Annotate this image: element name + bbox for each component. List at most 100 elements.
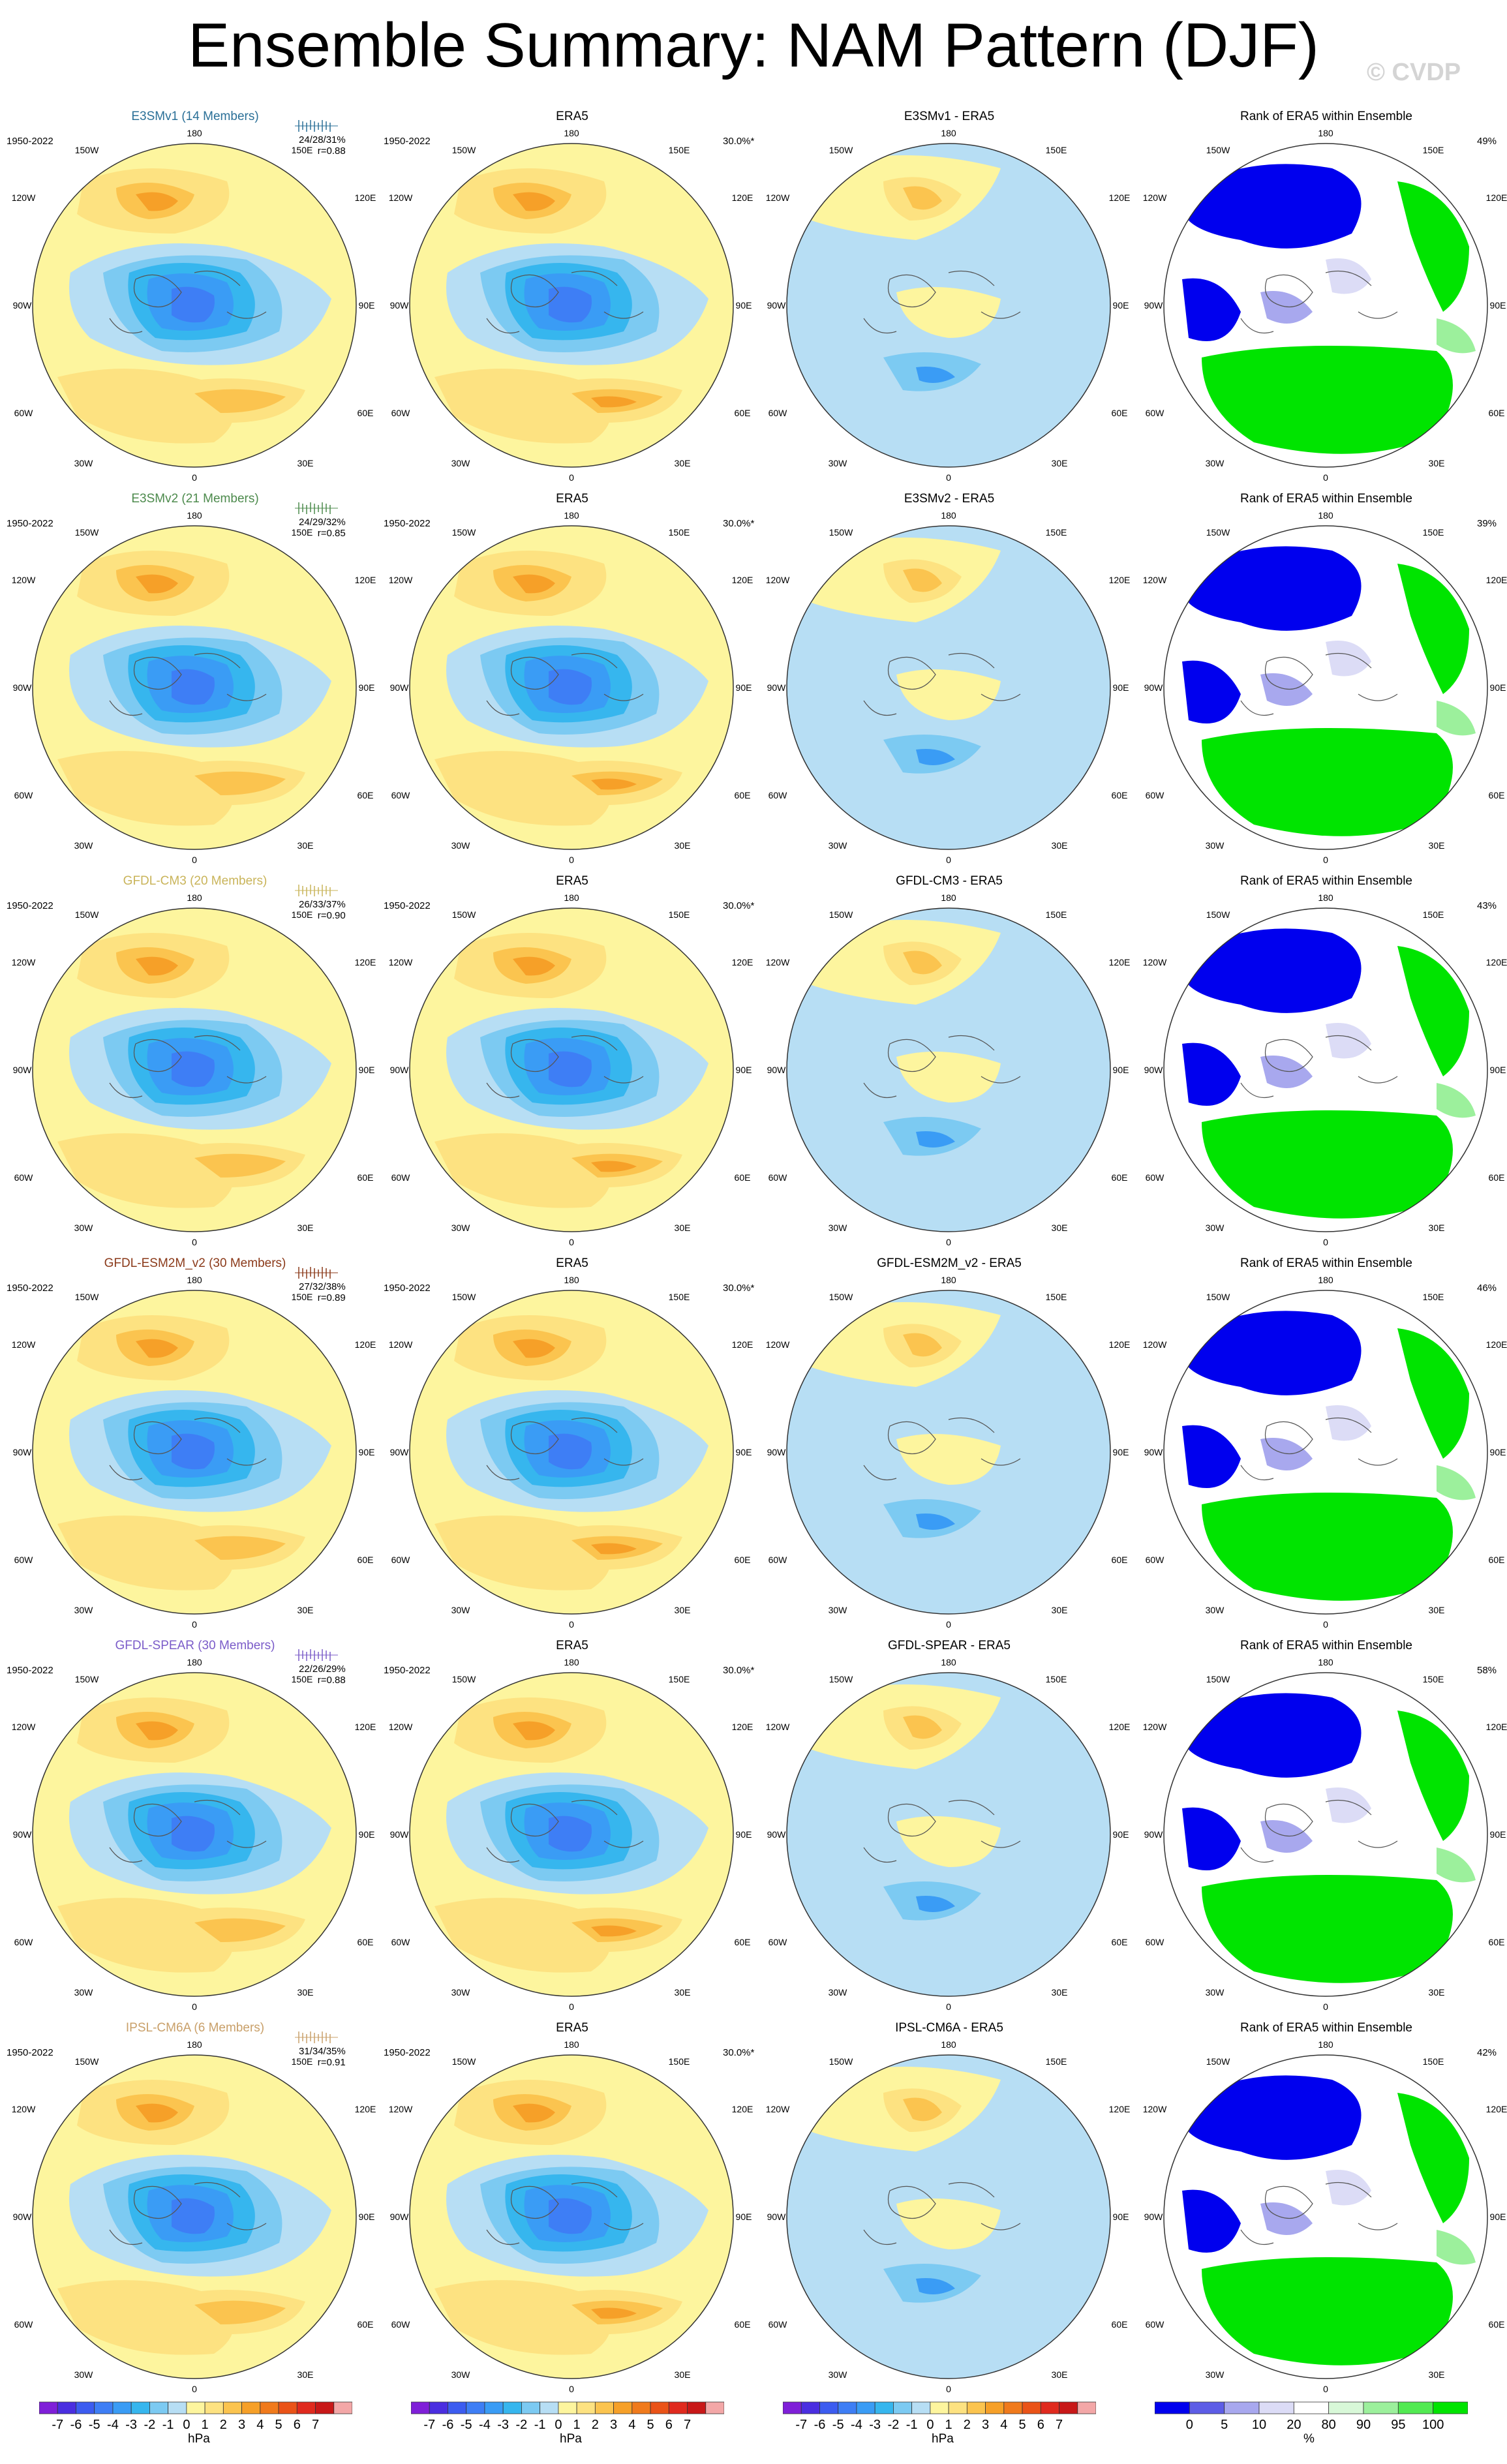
lon-label-ul: 120W [1142,575,1167,585]
member-spread-glyph [295,885,338,896]
lon-label-r: 90E [358,1065,375,1075]
colorbar-tick: -5 [460,2418,472,2432]
obs-polar-map [409,143,734,468]
pattern-corr: r=0.90 [317,910,346,921]
diff-title: E3SMv1 - ERA5 [904,110,995,123]
lon-label-bottom: 0 [569,2001,574,2012]
lon-label-tr: 150E [1422,909,1444,920]
colorbar-tick: 95 [1391,2418,1406,2432]
lon-label-r: 90E [1112,300,1129,311]
lon-label-tr: 150E [1422,145,1444,155]
lon-label-bl: 30W [74,1605,93,1615]
lon-label-bottom: 0 [1323,855,1328,865]
lon-label-r: 90E [735,2212,752,2222]
lon-label-r: 90E [1489,1829,1506,1840]
colorbar-swatch [783,2401,802,2414]
lon-label-tr: 150E [668,2056,690,2067]
lon-label-r: 90E [1489,1447,1506,1457]
stats-block: 27/32/38% r=0.89 [299,1281,346,1303]
lon-label-bl: 30W [451,2369,470,2380]
map-panel: ERA5 1950-2022 30.0%* 180 150W 150E 120W 120E 90… [384,2016,761,2398]
map-panel: E3SMv1 (14 Members) 1950-2022 24/28/31% r=0… [7,104,384,487]
lon-label-tl: 150W [74,145,99,155]
lon-label-ll: 60W [14,1172,33,1183]
lon-label-top: 180 [941,510,956,521]
lon-label-ll: 60W [14,2319,33,2330]
lon-label-bottom: 0 [946,1619,951,1630]
lon-label-br: 30E [674,840,691,851]
stats-pct: 26/33/37% [299,899,346,910]
lon-label-tr: 150E [668,145,690,155]
lon-label-top: 180 [187,2039,202,2050]
lon-label-tl: 150W [451,1292,476,1302]
model-polar-map [32,1290,357,1615]
colorbar-obs: -7 -6 -5 -4 -3 -2 -1 0 1 2 3 4 5 6 7 hPa [411,2401,724,2446]
colorbar-swatch [448,2401,467,2414]
colorbar-tick: 80 [1321,2418,1336,2432]
lon-label-tl: 150W [829,909,853,920]
lon-label-r: 90E [1112,1447,1129,1457]
colorbar-tick: 7 [1055,2418,1063,2432]
lon-label-tr: 150E [1422,2056,1444,2067]
lon-label-bottom: 0 [569,1619,574,1630]
colorbar-tick: -2 [144,2418,156,2432]
map-panel: E3SMv1 - ERA5 180 150W 150E 120W 120E 90W 90E 60… [761,104,1138,487]
member-spread-glyph [295,1267,338,1279]
lon-label-r: 90E [735,1065,752,1075]
colorbar-tick: 1 [201,2418,209,2432]
lon-label-br: 30E [297,840,314,851]
lon-label-bl: 30W [828,1605,847,1615]
colorbar-swatch [222,2401,242,2414]
colorbar-swatch [502,2401,522,2414]
colorbar-tick: -5 [832,2418,844,2432]
lon-label-br: 30E [297,1987,314,1998]
colorbar-swatch [260,2401,279,2414]
lon-label-l: 90W [12,682,32,693]
map-panel: GFDL-CM3 (20 Members) 1950-2022 26/33/37% r… [7,869,384,1251]
colorbar-swatch [112,2401,132,2414]
lon-label-lr: 60E [357,408,374,418]
colorbar-tick: 7 [311,2418,320,2432]
lon-label-l: 90W [767,682,786,693]
lon-label-tr: 150E [1045,1674,1067,1684]
lon-label-bl: 30W [451,1987,470,1998]
lon-label-lr: 60E [1111,1555,1128,1565]
lon-label-top: 180 [941,1657,956,1667]
lon-label-tl: 150W [451,1674,476,1684]
lon-label-tl: 150W [1206,909,1230,920]
lon-label-ur: 120E [1108,1339,1131,1350]
colorbar-swatch [1189,2401,1225,2414]
lon-label-lr: 60E [734,1172,751,1183]
map-panel: ERA5 1950-2022 30.0%* 180 150W 150E 120W 120E 90… [384,1251,761,1634]
lon-label-br: 30E [674,1223,691,1233]
lon-label-ll: 60W [768,2319,787,2330]
lon-label-br: 30E [1051,1605,1068,1615]
lon-label-lr: 60E [1488,408,1505,418]
lon-label-r: 90E [735,682,752,693]
colorbar-swatch [874,2401,894,2414]
lon-label-l: 90W [1144,682,1163,693]
lon-label-bottom: 0 [569,472,574,483]
map-panel: GFDL-ESM2M_v2 (30 Members) 1950-2022 27/32… [7,1251,384,1634]
colorbar-swatch [1363,2401,1399,2414]
colorbar-tick: 5 [275,2418,282,2432]
obs-polar-map [409,2054,734,2379]
lon-label-l: 90W [389,1065,409,1075]
lon-label-r: 90E [1112,682,1129,693]
obs-title: ERA5 [556,874,588,888]
lon-label-bl: 30W [451,1223,470,1233]
lon-label-bl: 30W [828,1987,847,1998]
lon-label-ll: 60W [391,1937,410,1947]
rank-polar-map [1163,143,1488,468]
lon-label-ul: 120W [11,1339,36,1350]
colorbar-tick: 90 [1356,2418,1371,2432]
model-title: E3SMv1 (14 Members) [131,110,259,123]
lon-label-ll: 60W [1145,1172,1164,1183]
period-label: 1950-2022 [7,136,53,147]
lon-label-top: 180 [187,510,202,521]
diff-title: IPSL-CM6A - ERA5 [895,2021,1003,2035]
lon-label-l: 90W [1144,1065,1163,1075]
rank-title: Rank of ERA5 within Ensemble [1240,110,1412,123]
map-panel: ERA5 1950-2022 30.0%* 180 150W 150E 120W 120E 90… [384,104,761,487]
lon-label-ll: 60W [768,408,787,418]
